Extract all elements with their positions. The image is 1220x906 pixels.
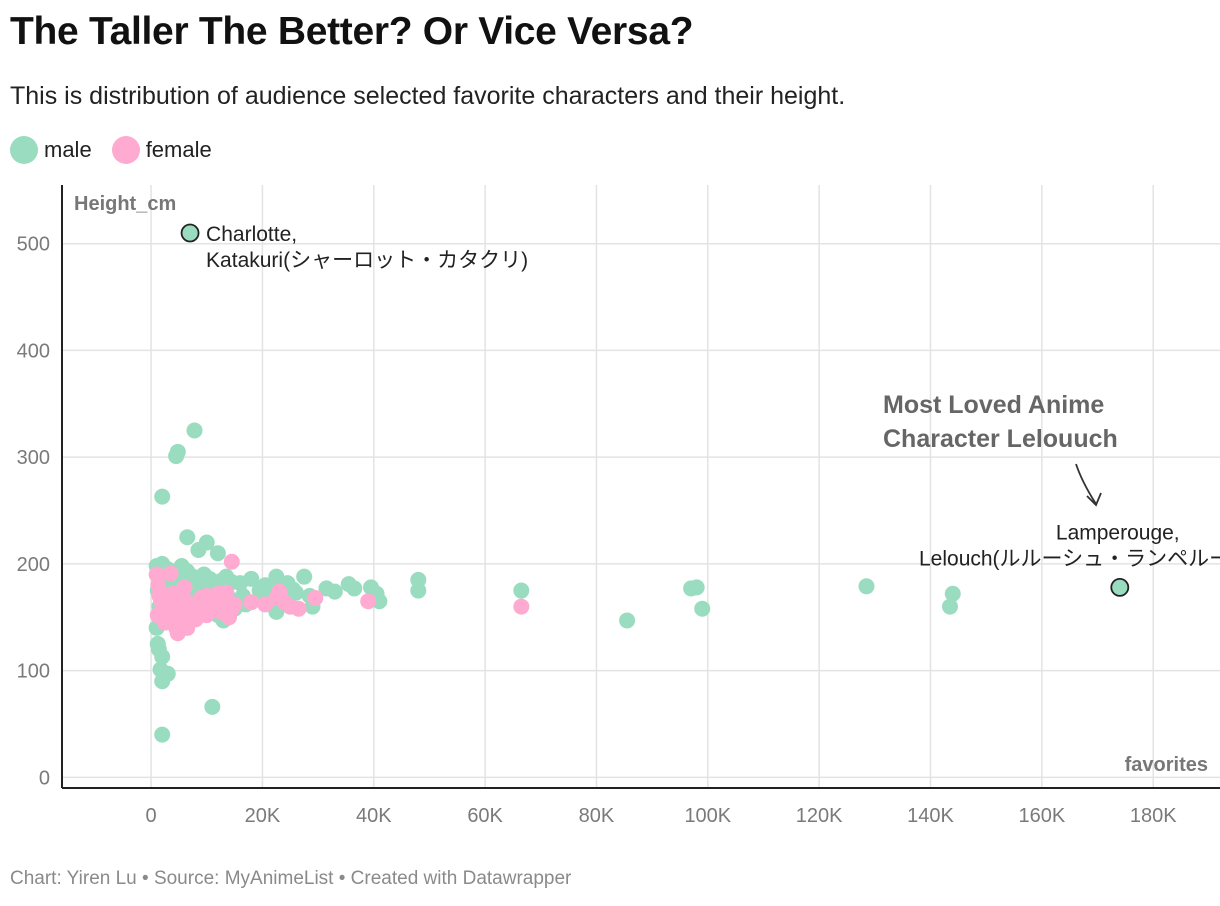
y-tick-label: 100 [17, 661, 50, 683]
data-point-male [159, 665, 176, 682]
data-point-female [187, 611, 204, 628]
data-point-male [169, 443, 186, 460]
data-point-female [226, 596, 243, 613]
data-point-female [290, 600, 307, 617]
data-point-female [513, 598, 530, 615]
y-tick-label: 0 [39, 767, 50, 789]
data-point-female [307, 590, 324, 607]
data-point-male [204, 698, 221, 715]
x-tick-label: 100K [684, 805, 731, 827]
legend-swatch-female [111, 136, 140, 164]
callout-arrow-icon [1075, 463, 1097, 505]
chart-title: The Taller The Better? Or Vice Versa? [10, 10, 694, 53]
x-tick-label: 0 [146, 805, 157, 827]
x-tick-label: 120K [796, 805, 843, 827]
data-point-female [176, 579, 193, 596]
data-point-female [360, 593, 377, 610]
highlight-point-katakuri [180, 223, 200, 243]
data-point-male [154, 648, 171, 665]
annotation-katakuri-line2: Katakuri(シャーロット・カタクリ) [206, 249, 528, 272]
data-point-male [287, 584, 304, 601]
data-point-male [198, 534, 215, 551]
annotations: Charlotte, Katakuri(シャーロット・カタクリ) Lamperoug… [206, 223, 1220, 570]
data-point-male [186, 422, 203, 439]
chart-footer: Chart: Yiren Lu • Source: MyAnimeList • … [10, 868, 572, 889]
data-point-male [944, 585, 961, 602]
data-point-female [156, 614, 173, 631]
data-point-male [197, 575, 214, 592]
gridlines [62, 185, 1220, 788]
x-tick-label: 160K [1018, 805, 1065, 827]
data-point-female [209, 585, 226, 602]
x-tick-label: 20K [245, 805, 281, 827]
data-point-male [346, 580, 363, 597]
x-tick-label: 40K [356, 805, 392, 827]
legend-item-female[interactable]: female [111, 136, 212, 164]
chart-subtitle: This is distribution of audience selecte… [10, 82, 846, 110]
x-axis-title: favorites [1125, 754, 1208, 776]
data-point-male [513, 582, 530, 599]
data-point-male [154, 726, 171, 743]
data-point-male [410, 582, 427, 599]
axes: 0 100 200 300 400 500 0 20K 40K 60K 80K 100K 120K 140… [17, 185, 1220, 827]
y-tick-label: 400 [17, 340, 50, 362]
data-point-male [154, 488, 171, 505]
data-point-male [243, 570, 260, 587]
legend-swatch-male [10, 136, 38, 164]
legend: male female [10, 136, 232, 164]
data-point-female [223, 553, 240, 570]
annotation-katakuri-line1: Charlotte, [206, 223, 297, 246]
data-point-female [243, 594, 260, 611]
highlight-point-lelouch [1110, 577, 1130, 597]
legend-item-male[interactable]: male [10, 136, 92, 164]
y-tick-label: 300 [17, 447, 50, 469]
annotation-lelouch-line2: Lelouch(ルルーシュ・ランペルージ) [919, 547, 1220, 570]
callout-line2: Character Lelouuch [883, 425, 1118, 453]
data-point-female [162, 565, 179, 582]
data-point-male [371, 593, 388, 610]
data-point-male [326, 583, 343, 600]
legend-label-female: female [145, 137, 212, 162]
data-point-male [694, 600, 711, 617]
data-point-male [296, 568, 313, 585]
x-tick-label: 60K [467, 805, 503, 827]
y-tick-label: 500 [17, 234, 50, 256]
y-tick-label: 200 [17, 554, 50, 576]
annotation-lelouch-line1: Lamperouge, [1056, 521, 1180, 544]
data-point-male [209, 545, 226, 562]
data-points [148, 422, 961, 743]
data-point-male [858, 578, 875, 595]
y-axis-title: Height_cm [74, 193, 176, 215]
x-tick-label: 140K [907, 805, 954, 827]
data-point-male [619, 612, 636, 629]
data-point-male [941, 598, 958, 615]
highlighted-points [180, 223, 1130, 597]
x-tick-label: 80K [579, 805, 615, 827]
legend-label-male: male [44, 137, 92, 162]
data-point-male [179, 529, 196, 546]
callout-line1: Most Loved Anime [883, 391, 1104, 419]
callout-arrowhead-icon [1086, 492, 1102, 507]
data-point-male [688, 579, 705, 596]
x-tick-label: 180K [1130, 805, 1177, 827]
